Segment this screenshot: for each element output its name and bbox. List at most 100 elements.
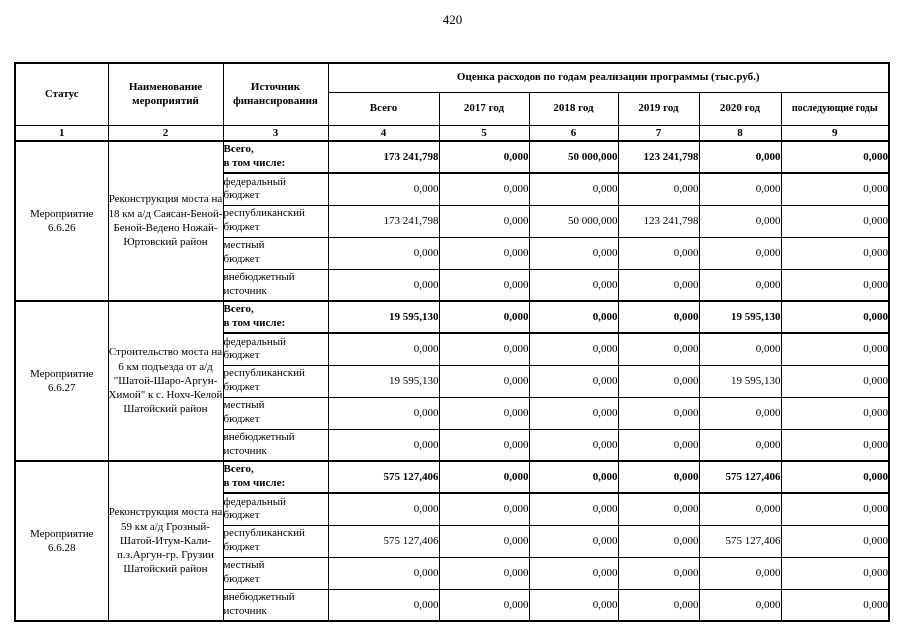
source-line-2: в том числе: bbox=[223, 317, 286, 329]
funding-source-cell: республиканский бюджет bbox=[222, 364, 329, 398]
value-cell: 19 595,130 bbox=[327, 300, 440, 334]
status-number: 6.6.28 bbox=[48, 542, 76, 554]
value-cell: 19 595,130 bbox=[698, 364, 782, 398]
value-cell: 0,000 bbox=[438, 172, 530, 206]
source-line-1: местный bbox=[223, 399, 265, 412]
table-row: местный бюджет 0,000 0,000 0,000 0,000 0… bbox=[15, 396, 890, 430]
value-cell: 0,000 bbox=[438, 556, 530, 590]
value-cell: 0,000 bbox=[528, 300, 619, 334]
status-number: 6.6.27 bbox=[48, 382, 76, 394]
col-header-costs-title: Оценка расходов по годам реализации прог… bbox=[327, 62, 890, 93]
value-cell: 0,000 bbox=[780, 524, 890, 558]
table-row: Мероприятие 6.6.27 Строительство моста н… bbox=[14, 300, 890, 462]
value-cell: 0,000 bbox=[528, 460, 619, 494]
value-cell: 0,000 bbox=[698, 428, 782, 462]
activity-name-cell: Реконструкция моста на 18 км а/д Саясан-… bbox=[107, 140, 224, 302]
value-cell: 0,000 bbox=[780, 556, 890, 590]
value-cell: 575 127,406 bbox=[327, 524, 440, 558]
col-header-2018: 2018 год bbox=[528, 92, 619, 126]
source-line-2: бюджет bbox=[223, 541, 260, 553]
col-index: 3 bbox=[222, 125, 329, 142]
value-cell: 0,000 bbox=[780, 588, 890, 622]
source-line-2: бюджет bbox=[223, 253, 260, 265]
value-cell: 173 241,798 bbox=[327, 204, 440, 238]
funding-source-cell: внебюджетный источник bbox=[222, 428, 329, 462]
value-cell: 173 241,798 bbox=[327, 140, 440, 174]
value-cell: 0,000 bbox=[327, 428, 440, 462]
value-cell: 0,000 bbox=[780, 172, 890, 206]
value-cell: 0,000 bbox=[327, 172, 440, 206]
source-line-1: внебюджетный bbox=[223, 271, 295, 283]
col-index: 8 bbox=[698, 125, 782, 142]
table-row: местный бюджет 0,000 0,000 0,000 0,000 0… bbox=[15, 556, 890, 590]
value-cell: 0,000 bbox=[780, 300, 890, 334]
value-cell: 0,000 bbox=[528, 396, 619, 430]
activity-name-cell: Реконструкция моста на 59 км а/д Грозный… bbox=[107, 460, 224, 622]
value-cell: 0,000 bbox=[617, 524, 700, 558]
table-row: федеральный бюджет 0,000 0,000 0,000 0,0… bbox=[15, 492, 890, 526]
value-cell: 0,000 bbox=[528, 236, 619, 270]
col-header-source: Источник финансирования bbox=[222, 62, 329, 126]
value-cell: 0,000 bbox=[698, 172, 782, 206]
source-line-1: республиканский bbox=[223, 367, 305, 380]
table-row: Мероприятие 6.6.26 Реконструкция моста н… bbox=[14, 140, 890, 302]
col-header-following-years: последующие годы bbox=[780, 92, 890, 126]
table-row: республиканский бюджет 173 241,798 0,000… bbox=[15, 204, 890, 238]
value-cell: 0,000 bbox=[327, 588, 440, 622]
value-cell: 0,000 bbox=[327, 492, 440, 526]
value-cell: 0,000 bbox=[617, 492, 700, 526]
value-cell: 50 000,000 bbox=[528, 140, 619, 174]
funding-source-cell: федеральный бюджет bbox=[222, 172, 329, 206]
source-line-1: внебюджетный bbox=[223, 431, 295, 443]
table-row: внебюджетный источник 0,000 0,000 0,000 … bbox=[15, 428, 890, 462]
value-cell: 0,000 bbox=[617, 300, 700, 334]
funding-source-cell: местный бюджет bbox=[222, 236, 329, 270]
value-cell: 0,000 bbox=[698, 268, 782, 302]
value-cell: 0,000 bbox=[528, 364, 619, 398]
value-cell: 0,000 bbox=[438, 396, 530, 430]
value-cell: 0,000 bbox=[780, 204, 890, 238]
source-line-1: Всего, bbox=[223, 303, 254, 316]
funding-source-cell: внебюджетный источник bbox=[222, 588, 329, 622]
value-cell: 0,000 bbox=[617, 428, 700, 462]
value-cell: 0,000 bbox=[528, 492, 619, 526]
value-cell: 0,000 bbox=[780, 428, 890, 462]
status-number: 6.6.26 bbox=[48, 222, 76, 234]
value-cell: 0,000 bbox=[780, 236, 890, 270]
source-line-2: бюджет bbox=[223, 413, 260, 425]
value-cell: 0,000 bbox=[528, 588, 619, 622]
value-cell: 0,000 bbox=[438, 268, 530, 302]
source-line-1: местный bbox=[223, 559, 265, 572]
col-index: 1 bbox=[14, 125, 109, 142]
column-index-row: 1 2 3 4 5 6 7 8 9 bbox=[14, 125, 890, 142]
value-cell: 0,000 bbox=[438, 428, 530, 462]
value-cell: 123 241,798 bbox=[617, 140, 700, 174]
source-line-2: бюджет bbox=[223, 349, 260, 362]
status-cell: Мероприятие 6.6.26 bbox=[14, 140, 109, 302]
value-cell: 0,000 bbox=[617, 172, 700, 206]
table-row: внебюджетный источник 0,000 0,000 0,000 … bbox=[15, 268, 890, 302]
value-cell: 0,000 bbox=[528, 268, 619, 302]
value-cell: 0,000 bbox=[698, 140, 782, 174]
value-cell: 0,000 bbox=[528, 332, 619, 366]
value-cell: 0,000 bbox=[617, 396, 700, 430]
col-header-2020: 2020 год bbox=[698, 92, 782, 126]
value-cell: 123 241,798 bbox=[617, 204, 700, 238]
col-header-name: Наименование мероприятий bbox=[107, 62, 224, 126]
value-cell: 0,000 bbox=[698, 332, 782, 366]
activity-name-cell: Строительство моста на 6 км подъезда от … bbox=[107, 300, 224, 462]
value-cell: 19 595,130 bbox=[327, 364, 440, 398]
source-line-2: бюджет bbox=[223, 221, 260, 233]
value-cell: 0,000 bbox=[617, 588, 700, 622]
value-cell: 575 127,406 bbox=[698, 460, 782, 494]
source-line-2: бюджет bbox=[223, 509, 260, 522]
value-cell: 0,000 bbox=[780, 332, 890, 366]
source-line-1: федеральный bbox=[223, 335, 286, 348]
value-cell: 0,000 bbox=[327, 268, 440, 302]
value-cell: 0,000 bbox=[327, 332, 440, 366]
value-cell: 19 595,130 bbox=[698, 300, 782, 334]
col-header-2017: 2017 год bbox=[438, 92, 530, 126]
value-cell: 0,000 bbox=[617, 364, 700, 398]
value-cell: 0,000 bbox=[438, 300, 530, 334]
table-row: внебюджетный источник 0,000 0,000 0,000 … bbox=[15, 588, 890, 622]
